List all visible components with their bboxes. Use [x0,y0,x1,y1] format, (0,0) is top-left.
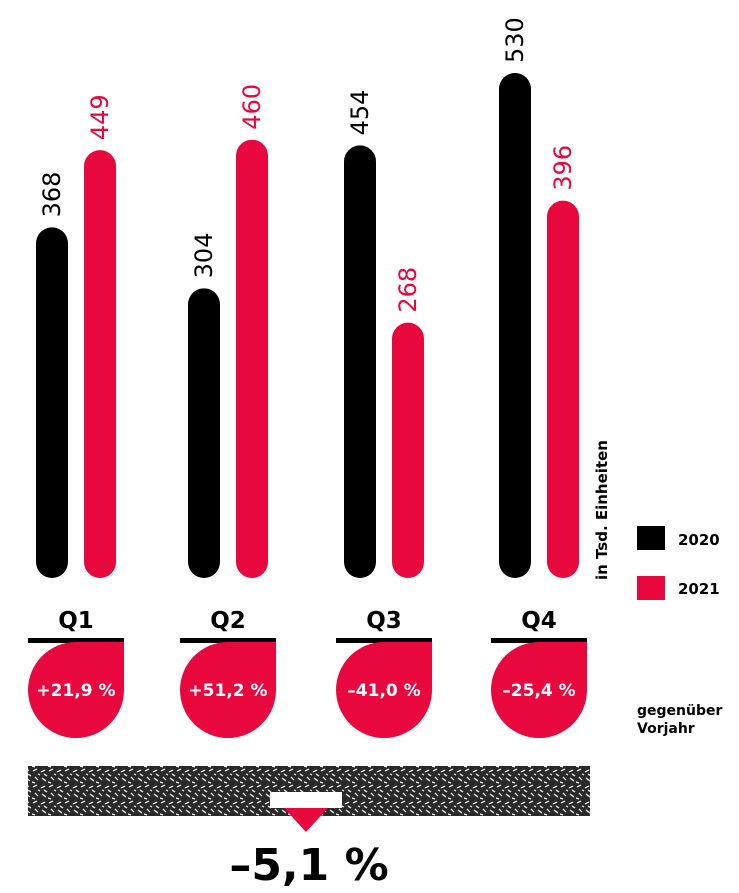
total-change: –5,1 % [229,840,388,891]
bar-q2-2021 [236,139,268,578]
change-badge-q3 [336,642,432,738]
value-label-q2-2021: 460 [238,84,266,130]
bars-group: 368 449 304 460 454 268 530 396 [36,17,579,578]
quarter-underline-q3 [336,638,432,643]
change-badges: +21,9 % +51,2 % –41,0 % –25,4 % [28,642,587,738]
bar-q1-2020 [36,227,68,578]
quarter-underline-q4 [491,638,587,643]
comparison-label-line2: Vorjahr [637,721,695,737]
legend-swatch-2021 [637,576,665,600]
flag-arrow [284,808,328,832]
bar-q4-2021 [547,200,579,578]
quarter-underline-q1 [28,638,124,643]
change-label-q2: +51,2 % [188,681,267,701]
legend: 2020 2021 [637,526,720,600]
change-label-q1: +21,9 % [36,681,115,701]
bar-q3-2021 [392,322,424,578]
quarter-label-q3: Q3 [366,608,402,634]
change-badge-q1 [28,642,124,738]
value-label-q1-2021: 449 [86,94,114,140]
change-label-q4: –25,4 % [502,681,575,701]
value-label-q2-2020: 304 [190,233,218,279]
bar-q1-2021 [84,150,116,578]
value-label-q3-2021: 268 [394,267,422,313]
value-label-q4-2020: 530 [501,17,529,63]
legend-label-2021: 2021 [678,580,720,598]
change-label-q3: –41,0 % [347,681,420,701]
quarter-label-q2: Q2 [210,608,246,634]
quarter-label-q4: Q4 [521,608,557,634]
bar-q2-2020 [188,288,220,578]
change-badge-q2 [180,642,276,738]
flag-white [270,792,342,808]
value-label-q4-2021: 396 [549,145,577,191]
legend-swatch-2020 [637,526,665,550]
bar-q3-2020 [344,145,376,578]
y-axis-label: in Tsd. Einheiten [593,440,611,580]
value-label-q3-2020: 454 [346,90,374,136]
value-label-q1-2020: 368 [38,172,66,218]
quarter-labels: Q1 Q2 Q3 Q4 [28,608,587,643]
comparison-label-line1: gegenüber [637,703,722,719]
bar-q4-2020 [499,73,531,578]
change-badge-q4 [491,642,587,738]
quarter-underline-q2 [180,638,276,643]
legend-label-2020: 2020 [678,531,720,549]
quarter-label-q1: Q1 [58,608,94,634]
